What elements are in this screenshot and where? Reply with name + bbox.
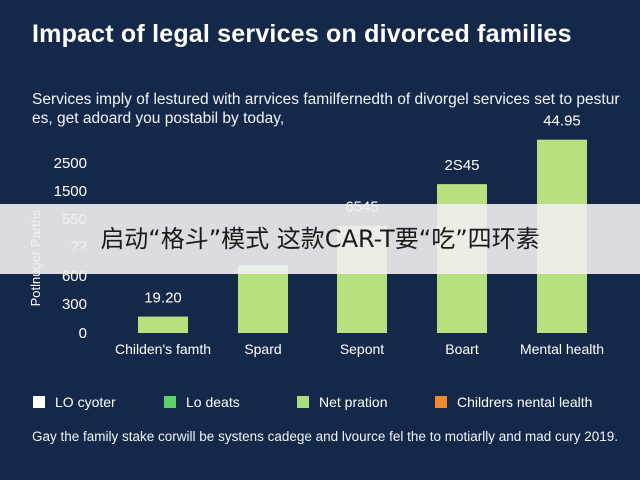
chart-subtitle: Services imply of lestured with arrvices… (32, 91, 620, 127)
overlay-banner (0, 204, 640, 274)
legend-swatch (33, 396, 45, 408)
y-tick-label: 1500 (54, 183, 87, 200)
x-tick-label: Mental health (520, 341, 604, 357)
chart-legend: LO cyoter Lo deats Net pration Childrers ne… (33, 392, 633, 412)
x-tick-label: Sepont (340, 341, 384, 357)
data-label: 19.20 (144, 290, 182, 307)
legend-item: LO cyoter (33, 392, 116, 412)
y-tick-label: 300 (62, 296, 87, 313)
legend-swatch (435, 396, 447, 408)
footnote: Gay the family stake corwill be systens … (32, 429, 619, 444)
data-label: 44.95 (543, 113, 581, 130)
legend-label: Net pration (319, 394, 388, 410)
legend-label: Lo deats (186, 394, 240, 410)
overlay-text: 启动“格斗”模式 这款CAR-T要“吃”四环素 (100, 225, 540, 253)
legend-label: Childrers nental lealth (457, 394, 593, 410)
bar (138, 316, 188, 333)
bar (238, 265, 288, 333)
x-tick-label: Boart (445, 341, 479, 357)
chart-title: Impact of legal services on divorced fam… (32, 20, 572, 48)
x-tick-label: Spard (244, 341, 281, 357)
data-label: 2S45 (444, 157, 479, 174)
legend-swatch (164, 396, 176, 408)
legend-item: Net pration (297, 392, 387, 412)
y-tick-label: 0 (79, 325, 87, 342)
x-tick-label: Childen's famth (115, 341, 211, 357)
legend-swatch (297, 396, 309, 408)
legend-item: Childrers nental lealth (435, 392, 592, 412)
y-tick-label: 2500 (54, 155, 87, 172)
legend-label: LO cyoter (55, 394, 116, 410)
legend-item: Lo deats (164, 392, 240, 412)
